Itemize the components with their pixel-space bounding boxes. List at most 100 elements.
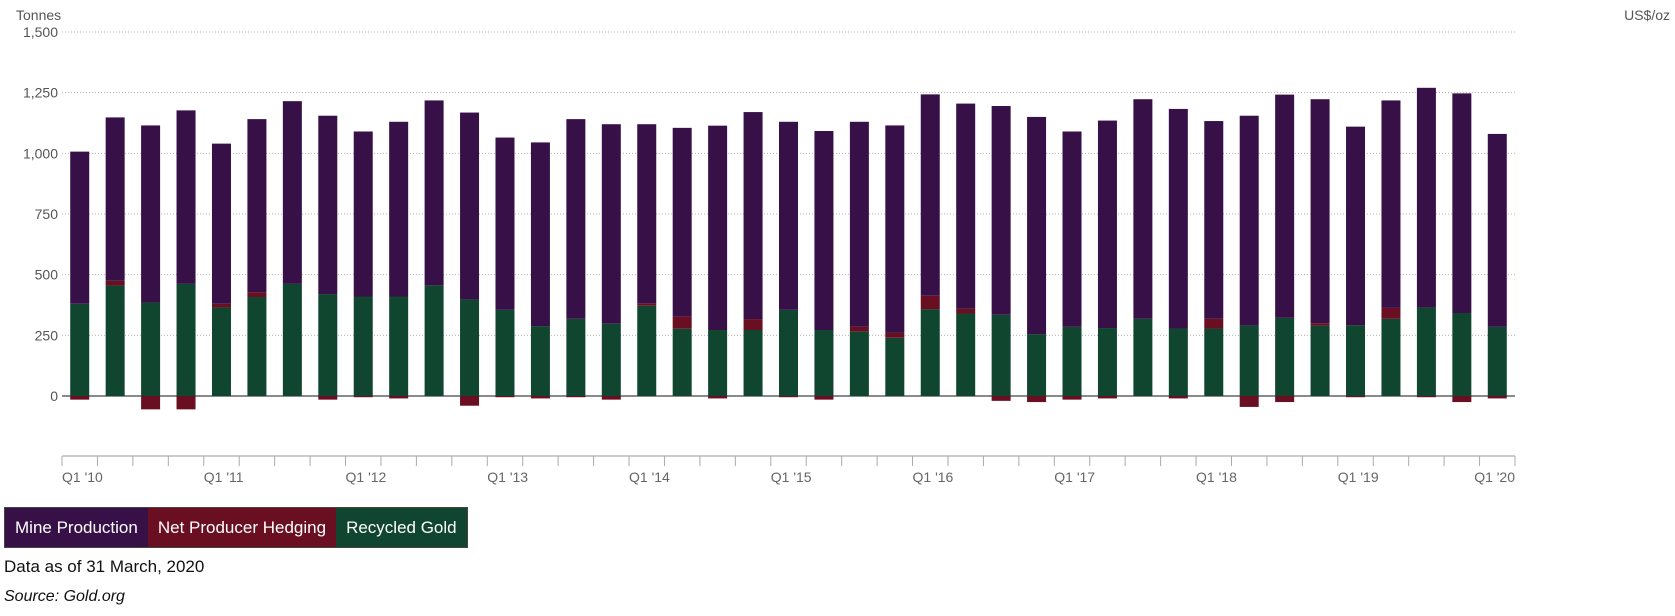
legend: Mine Production Net Producer Hedging Rec… xyxy=(4,507,468,548)
bar-mine-production xyxy=(1275,94,1295,318)
bar-recycled-gold xyxy=(105,285,125,396)
bar-recycled-gold xyxy=(1487,326,1507,396)
bar-recycled-gold xyxy=(1416,307,1436,396)
bar-net-producer-hedging xyxy=(1168,396,1188,399)
bar-recycled-gold xyxy=(1204,328,1224,396)
bar-net-producer-hedging xyxy=(1346,396,1366,398)
x-tick-label: Q1 '19 xyxy=(1338,469,1379,485)
bar-net-producer-hedging xyxy=(637,303,657,306)
bar-recycled-gold xyxy=(1097,328,1117,396)
bar-mine-production xyxy=(70,151,90,304)
bar-recycled-gold xyxy=(743,329,763,396)
bar-recycled-gold xyxy=(70,303,90,396)
bar-mine-production xyxy=(424,100,444,286)
bar-recycled-gold xyxy=(1452,313,1472,396)
bar-mine-production xyxy=(779,121,798,310)
bar-net-producer-hedging xyxy=(1381,307,1401,319)
bar-net-producer-hedging xyxy=(566,396,586,398)
bar-recycled-gold xyxy=(460,299,480,396)
bar-mine-production xyxy=(282,101,302,284)
y-axis-ticks: 0 250 500 750 1,000 1,250 1,500 xyxy=(23,24,58,404)
bar-net-producer-hedging xyxy=(601,396,621,400)
bar-mine-production xyxy=(389,121,409,297)
legend-item-mine-production[interactable]: Mine Production xyxy=(5,508,148,547)
bar-recycled-gold xyxy=(885,337,905,396)
bar-mine-production xyxy=(566,119,586,319)
bar-net-producer-hedging xyxy=(672,316,692,329)
x-tick-label: Q1 '13 xyxy=(487,469,528,485)
bar-net-producer-hedging xyxy=(105,280,125,286)
bar-mine-production xyxy=(1487,133,1507,327)
bar-net-producer-hedging xyxy=(1275,396,1295,403)
bar-mine-production xyxy=(814,131,834,330)
bar-net-producer-hedging xyxy=(956,308,976,314)
bar-mine-production xyxy=(353,131,373,297)
bar-mine-production xyxy=(1310,99,1330,324)
bar-recycled-gold xyxy=(1168,328,1188,396)
bar-recycled-gold xyxy=(814,329,834,396)
x-tick-label: Q1 '12 xyxy=(346,469,387,485)
bar-recycled-gold xyxy=(141,302,161,396)
x-tick-label: Q1 '14 xyxy=(629,469,670,485)
bar-net-producer-hedging xyxy=(1310,323,1330,326)
bar-recycled-gold xyxy=(1310,325,1330,396)
bar-mine-production xyxy=(1062,131,1082,327)
bar-mine-production xyxy=(495,137,515,310)
bar-recycled-gold xyxy=(1346,325,1366,396)
bar-mine-production xyxy=(105,117,125,281)
bar-mine-production xyxy=(176,110,196,284)
x-axis: Q1 '10 Q1 '11 Q1 '12 Q1 '13 Q1 '14 Q1 '15 Q1 '… xyxy=(61,455,1516,485)
bar-mine-production xyxy=(1239,115,1259,326)
y-tick-label: 500 xyxy=(35,267,59,283)
bar-net-producer-hedging xyxy=(885,332,905,338)
bar-recycled-gold xyxy=(1381,318,1401,396)
bars-group xyxy=(70,87,1507,410)
bar-mine-production xyxy=(1416,87,1436,308)
x-tick-label: Q1 '15 xyxy=(771,469,812,485)
bar-recycled-gold xyxy=(353,296,373,396)
bar-net-producer-hedging xyxy=(743,319,763,330)
x-tick-label: Q1 '16 xyxy=(913,469,954,485)
bar-mine-production xyxy=(1452,93,1472,314)
bar-mine-production xyxy=(637,124,657,304)
bar-recycled-gold xyxy=(956,313,976,396)
bar-net-producer-hedging xyxy=(1097,396,1117,399)
bar-recycled-gold xyxy=(601,323,621,396)
legend-label-recycled-gold: Recycled Gold xyxy=(346,517,457,537)
bar-mine-production xyxy=(318,115,338,295)
x-tick-label: Q1 '17 xyxy=(1054,469,1095,485)
x-tick-label: Q1 '11 xyxy=(204,469,244,485)
y-tick-label: 0 xyxy=(50,388,58,404)
bar-recycled-gold xyxy=(1062,326,1082,396)
bar-recycled-gold xyxy=(1275,317,1295,396)
bar-mine-production xyxy=(1381,100,1401,308)
bar-net-producer-hedging xyxy=(708,396,728,399)
x-tick-label: Q1 '18 xyxy=(1196,469,1237,485)
y-tick-label: 1,250 xyxy=(23,85,58,101)
legend-label-mine-production: Mine Production xyxy=(15,517,138,537)
bar-recycled-gold xyxy=(849,331,869,396)
legend-item-recycled-gold[interactable]: Recycled Gold xyxy=(336,508,467,547)
bar-recycled-gold xyxy=(991,314,1011,396)
bar-net-producer-hedging xyxy=(1062,396,1082,400)
bar-mine-production xyxy=(601,124,621,324)
bar-mine-production xyxy=(885,125,905,333)
bar-recycled-gold xyxy=(211,307,231,396)
bar-mine-production xyxy=(1204,121,1224,319)
bar-recycled-gold xyxy=(1027,334,1047,396)
legend-label-net-producer-hedging: Net Producer Hedging xyxy=(157,517,327,537)
bar-recycled-gold xyxy=(495,309,515,396)
bar-mine-production xyxy=(1346,126,1366,326)
bar-net-producer-hedging xyxy=(849,326,869,332)
bar-net-producer-hedging xyxy=(530,396,550,399)
x-tick-label: Q1 '10 xyxy=(62,469,103,485)
bar-net-producer-hedging xyxy=(1487,396,1507,399)
bar-mine-production xyxy=(460,112,480,300)
bar-net-producer-hedging xyxy=(141,396,161,410)
bar-mine-production xyxy=(849,121,869,327)
bar-mine-production xyxy=(991,106,1011,315)
bar-recycled-gold xyxy=(247,296,267,396)
legend-item-net-producer-hedging[interactable]: Net Producer Hedging xyxy=(147,508,337,547)
bar-mine-production xyxy=(1097,120,1117,329)
bar-recycled-gold xyxy=(779,309,798,396)
